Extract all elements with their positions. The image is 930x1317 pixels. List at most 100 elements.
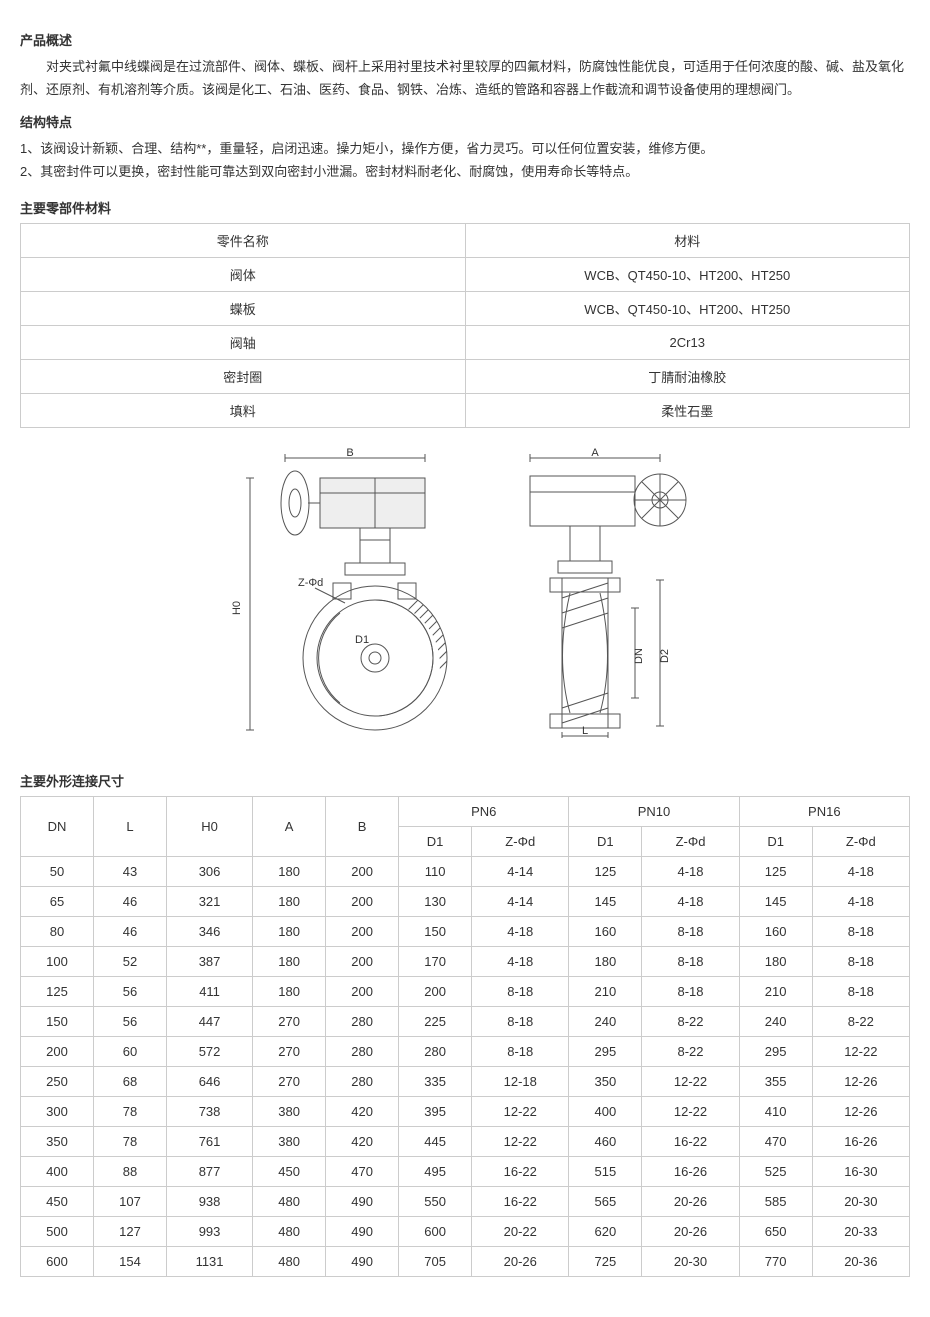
- cell-pn6-z: 8-18: [472, 1006, 569, 1036]
- cell-l: 46: [93, 916, 166, 946]
- cell-a: 180: [253, 856, 326, 886]
- cell-b: 200: [326, 946, 399, 976]
- cell-part-name: 阀体: [21, 257, 466, 291]
- cell-pn6-z: 20-26: [472, 1246, 569, 1276]
- cell-b: 280: [326, 1036, 399, 1066]
- cell-h0: 646: [166, 1066, 252, 1096]
- cell-l: 68: [93, 1066, 166, 1096]
- cell-b: 420: [326, 1126, 399, 1156]
- cell-pn6-d1: 600: [399, 1216, 472, 1246]
- col-pn16-z: Z-Φd: [812, 826, 909, 856]
- diagram-row: B Z-Φd: [20, 448, 910, 741]
- cell-l: 78: [93, 1096, 166, 1126]
- cell-b: 200: [326, 976, 399, 1006]
- table-row: 50433061802001104-141254-181254-18: [21, 856, 910, 886]
- col-pn6-d1: D1: [399, 826, 472, 856]
- cell-pn16-d1: 355: [739, 1066, 812, 1096]
- cell-pn16-z: 16-26: [812, 1126, 909, 1156]
- cell-pn6-z: 4-18: [472, 946, 569, 976]
- cell-pn16-d1: 210: [739, 976, 812, 1006]
- cell-pn10-d1: 145: [569, 886, 642, 916]
- cell-l: 154: [93, 1246, 166, 1276]
- cell-a: 180: [253, 946, 326, 976]
- cell-pn6-z: 16-22: [472, 1186, 569, 1216]
- col-dn: DN: [21, 796, 94, 856]
- cell-b: 280: [326, 1066, 399, 1096]
- col-part-name: 零件名称: [21, 223, 466, 257]
- table-row: 2506864627028033512-1835012-2235512-26: [21, 1066, 910, 1096]
- cell-b: 280: [326, 1006, 399, 1036]
- cell-pn16-d1: 145: [739, 886, 812, 916]
- cell-h0: 447: [166, 1006, 252, 1036]
- cell-pn10-z: 4-18: [642, 856, 739, 886]
- cell-material: WCB、QT450-10、HT200、HT250: [465, 257, 910, 291]
- cell-material: 柔性石墨: [465, 393, 910, 427]
- table-row: 600154113148049070520-2672520-3077020-36: [21, 1246, 910, 1276]
- cell-dn: 600: [21, 1246, 94, 1276]
- cell-pn6-d1: 550: [399, 1186, 472, 1216]
- col-pn10-z: Z-Φd: [642, 826, 739, 856]
- cell-pn10-d1: 515: [569, 1156, 642, 1186]
- cell-pn6-d1: 130: [399, 886, 472, 916]
- cell-dn: 200: [21, 1036, 94, 1066]
- cell-pn10-z: 16-26: [642, 1156, 739, 1186]
- cell-pn10-d1: 125: [569, 856, 642, 886]
- feature-item: 2、其密封件可以更换，密封性能可靠达到双向密封小泄漏。密封材料耐老化、耐腐蚀，使…: [20, 160, 910, 183]
- cell-pn10-z: 16-22: [642, 1126, 739, 1156]
- cell-pn6-z: 4-14: [472, 856, 569, 886]
- table-row: 阀轴2Cr13: [21, 325, 910, 359]
- cell-pn16-z: 8-18: [812, 946, 909, 976]
- table-header-row: DN L H0 A B PN6 PN10 PN16: [21, 796, 910, 826]
- cell-h0: 761: [166, 1126, 252, 1156]
- cell-h0: 993: [166, 1216, 252, 1246]
- cell-a: 480: [253, 1186, 326, 1216]
- cell-pn16-d1: 240: [739, 1006, 812, 1036]
- cell-a: 180: [253, 976, 326, 1006]
- cell-dn: 350: [21, 1126, 94, 1156]
- col-pn6: PN6: [399, 796, 569, 826]
- cell-pn10-d1: 350: [569, 1066, 642, 1096]
- cell-pn16-d1: 525: [739, 1156, 812, 1186]
- features-title: 结构特点: [20, 112, 910, 131]
- cell-pn10-z: 12-22: [642, 1066, 739, 1096]
- cell-dn: 500: [21, 1216, 94, 1246]
- cell-h0: 411: [166, 976, 252, 1006]
- cell-pn6-z: 12-22: [472, 1126, 569, 1156]
- cell-pn6-d1: 280: [399, 1036, 472, 1066]
- cell-a: 180: [253, 916, 326, 946]
- cell-pn6-d1: 445: [399, 1126, 472, 1156]
- cell-pn6-z: 16-22: [472, 1156, 569, 1186]
- cell-pn6-z: 8-18: [472, 976, 569, 1006]
- cell-pn10-d1: 620: [569, 1216, 642, 1246]
- diagram-left: B Z-Φd: [220, 448, 450, 741]
- cell-dn: 80: [21, 916, 94, 946]
- table-row: 125564111802002008-182108-182108-18: [21, 976, 910, 1006]
- cell-pn6-d1: 705: [399, 1246, 472, 1276]
- table-row: 密封圈丁腈耐油橡胶: [21, 359, 910, 393]
- cell-l: 78: [93, 1126, 166, 1156]
- dim-b-label: B: [346, 448, 353, 459]
- cell-pn10-d1: 565: [569, 1186, 642, 1216]
- cell-pn6-z: 4-18: [472, 916, 569, 946]
- cell-pn10-d1: 160: [569, 916, 642, 946]
- cell-pn16-z: 8-22: [812, 1006, 909, 1036]
- table-row: 100523871802001704-181808-181808-18: [21, 946, 910, 976]
- dim-h0-label: H0: [231, 601, 243, 615]
- cell-pn10-z: 12-22: [642, 1096, 739, 1126]
- cell-pn16-z: 4-18: [812, 856, 909, 886]
- table-row: 200605722702802808-182958-2229512-22: [21, 1036, 910, 1066]
- cell-pn16-z: 20-30: [812, 1186, 909, 1216]
- cell-h0: 938: [166, 1186, 252, 1216]
- cell-pn10-z: 20-26: [642, 1216, 739, 1246]
- cell-dn: 150: [21, 1006, 94, 1036]
- cell-h0: 572: [166, 1036, 252, 1066]
- cell-pn16-z: 8-18: [812, 976, 909, 1006]
- cell-pn10-d1: 240: [569, 1006, 642, 1036]
- cell-a: 480: [253, 1246, 326, 1276]
- table-row: 蝶板WCB、QT450-10、HT200、HT250: [21, 291, 910, 325]
- col-l: L: [93, 796, 166, 856]
- cell-h0: 387: [166, 946, 252, 976]
- cell-a: 450: [253, 1156, 326, 1186]
- cell-h0: 346: [166, 916, 252, 946]
- cell-a: 270: [253, 1036, 326, 1066]
